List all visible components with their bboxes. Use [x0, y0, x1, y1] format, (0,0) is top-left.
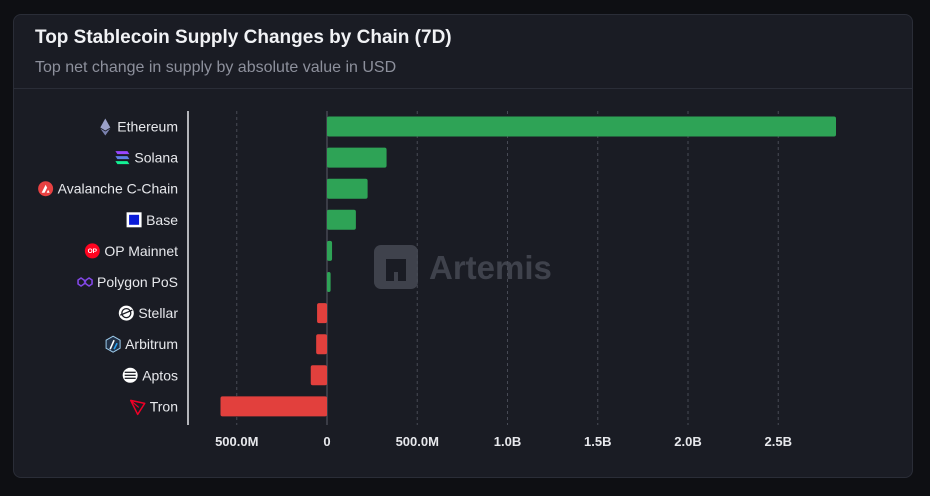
category-label: Solana: [134, 150, 178, 166]
bar-base[interactable]: [327, 209, 356, 230]
arbitrum-icon: [105, 335, 121, 353]
category-label: OP Mainnet: [104, 243, 178, 259]
x-tick-label: 1.0B: [494, 434, 521, 449]
ethereum-icon: [100, 118, 111, 136]
artemis-watermark: Artemis: [374, 245, 552, 289]
bar-solana[interactable]: [327, 147, 387, 168]
chart-subtitle: Top net change in supply by absolute val…: [35, 59, 397, 76]
x-tick-label: 1.5B: [584, 434, 611, 449]
category-label: Aptos: [142, 367, 178, 383]
bar-ethereum[interactable]: [327, 116, 837, 137]
avalanche-icon: [38, 181, 54, 197]
x-tick-label: 500.0M: [215, 434, 258, 449]
category-label: Base: [146, 212, 178, 228]
bar-polygon-pos[interactable]: [327, 272, 331, 292]
bar-aptos[interactable]: [310, 365, 327, 386]
category-label: Stellar: [138, 305, 178, 321]
category-label: Tron: [150, 398, 178, 414]
x-tick-label: 2.5B: [765, 434, 792, 449]
aptos-icon: [122, 367, 138, 383]
stellar-icon: [118, 305, 134, 321]
polygon-icon: [77, 277, 93, 287]
solana-icon: [115, 151, 130, 165]
category-label: Avalanche C-Chain: [58, 181, 178, 197]
artemis-logo-glyph: [386, 259, 406, 281]
category-label: Arbitrum: [125, 336, 178, 352]
category-label: Ethereum: [117, 119, 178, 135]
base-icon: [126, 212, 142, 228]
chart-card: Top Stablecoin Supply Changes by Chain (…: [13, 14, 913, 478]
bar-tron[interactable]: [220, 396, 327, 417]
x-tick-label: 500.0M: [396, 434, 439, 449]
bar-avalanche-c-chain[interactable]: [327, 178, 368, 199]
op-mainnet-icon: OP: [84, 243, 100, 259]
svg-text:OP: OP: [88, 248, 98, 255]
x-tick-label: 2.0B: [674, 434, 701, 449]
x-tick-label: 0: [323, 434, 330, 449]
bar-op-mainnet[interactable]: [327, 240, 333, 261]
watermark-text: Artemis: [429, 249, 552, 286]
bar-arbitrum[interactable]: [316, 334, 327, 355]
chart-title: Top Stablecoin Supply Changes by Chain (…: [35, 27, 452, 48]
category-label: Polygon PoS: [97, 274, 178, 290]
tron-icon: [129, 399, 146, 416]
bar-chart: Artemis Ethereum Solana Avalanche C-Chain Ba…: [38, 111, 837, 449]
bar-stellar[interactable]: [317, 303, 327, 324]
header-divider: [14, 88, 912, 89]
